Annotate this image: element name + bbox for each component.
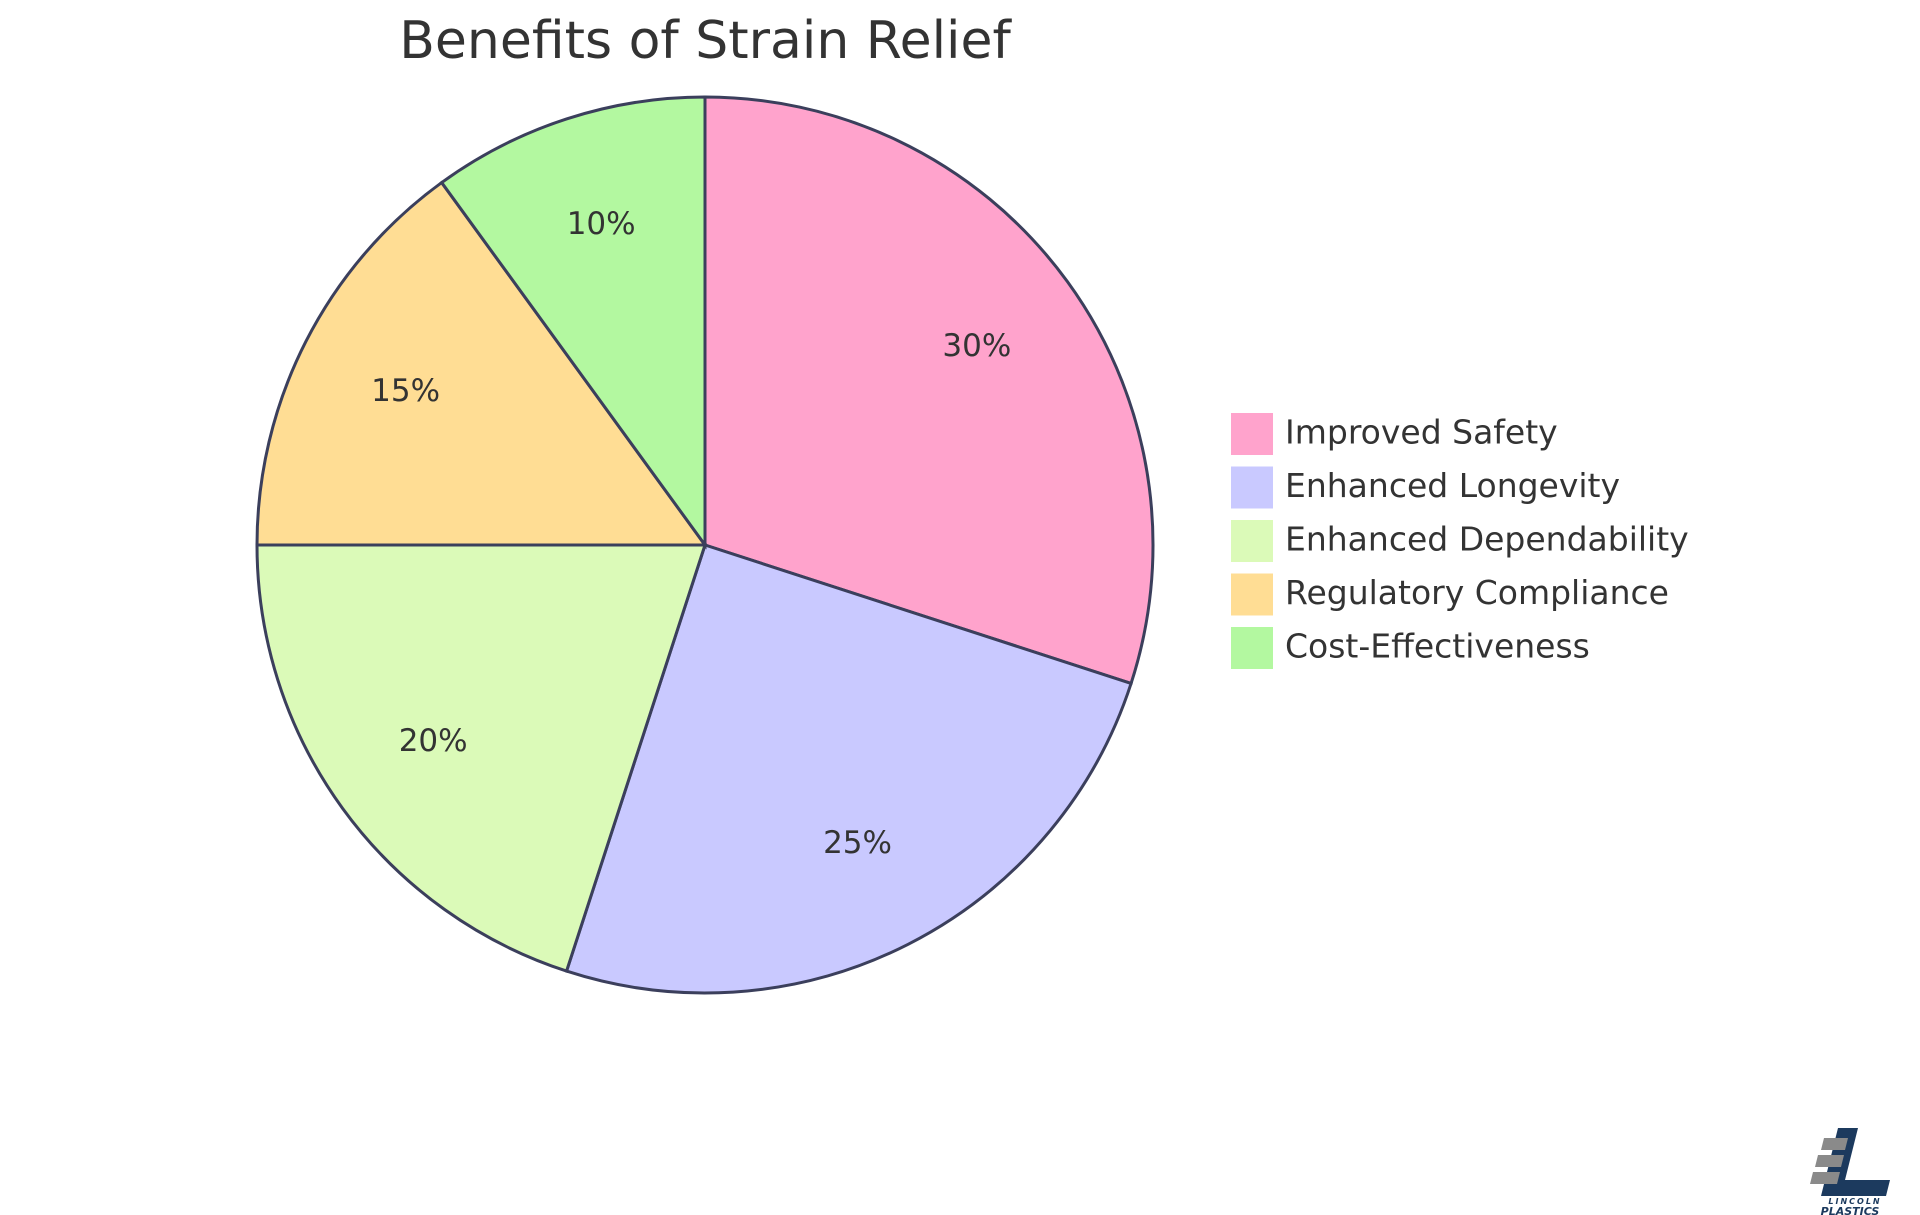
pie-slice-regulatory-compliance — [255, 180, 708, 547]
legend-label-regulatory-compliance: Regulatory Compliance — [1285, 573, 1669, 612]
legend-label-enhanced-longevity: Enhanced Longevity — [1285, 466, 1620, 505]
pie-slice-cost-effectiveness — [439, 95, 707, 550]
legend-label-cost-effectiveness: Cost-Effectiveness — [1285, 627, 1590, 666]
legend-swatch-enhanced-longevity — [1229, 464, 1275, 511]
pie-slice-label-cost-effectiveness: 10% — [567, 206, 636, 242]
legend-label-enhanced-dependability: Enhanced Dependability — [1285, 520, 1689, 559]
pie-slice-label-regulatory-compliance: 15% — [371, 373, 440, 409]
legend-swatch-improved-safety — [1229, 411, 1275, 457]
pie-slice-label-improved-safety: 30% — [942, 328, 1011, 364]
pie-slice-labels: 30% 25% 20% 15% 10% — [371, 206, 1011, 861]
chart-title: Benefits of Strain Relief — [399, 11, 1012, 71]
pie-slice-label-enhanced-longevity: 25% — [823, 825, 892, 861]
legend: Improved Safety Enhanced Longevity Enhance… — [1229, 411, 1689, 671]
pie-slice-improved-safety — [703, 95, 1155, 686]
logo-name-bottom: PLASTICS — [1821, 1205, 1880, 1215]
pie-slice-enhanced-longevity — [564, 543, 1133, 995]
logo-mark-icon — [1810, 1128, 1890, 1196]
legend-swatch-regulatory-compliance — [1229, 571, 1275, 618]
logo-name-top: LINCOLN — [1828, 1197, 1881, 1206]
pie-slices — [255, 95, 1155, 995]
legend-swatch-enhanced-dependability — [1229, 518, 1275, 564]
legend-label-improved-safety: Improved Safety — [1285, 413, 1558, 452]
legend-swatch-cost-effectiveness — [1229, 625, 1275, 671]
lincoln-plastics-logo: LINCOLN PLASTICS — [1810, 1128, 1890, 1215]
pie-slice-enhanced-dependability — [255, 543, 708, 973]
pie-slice-label-enhanced-dependability: 20% — [399, 723, 468, 759]
